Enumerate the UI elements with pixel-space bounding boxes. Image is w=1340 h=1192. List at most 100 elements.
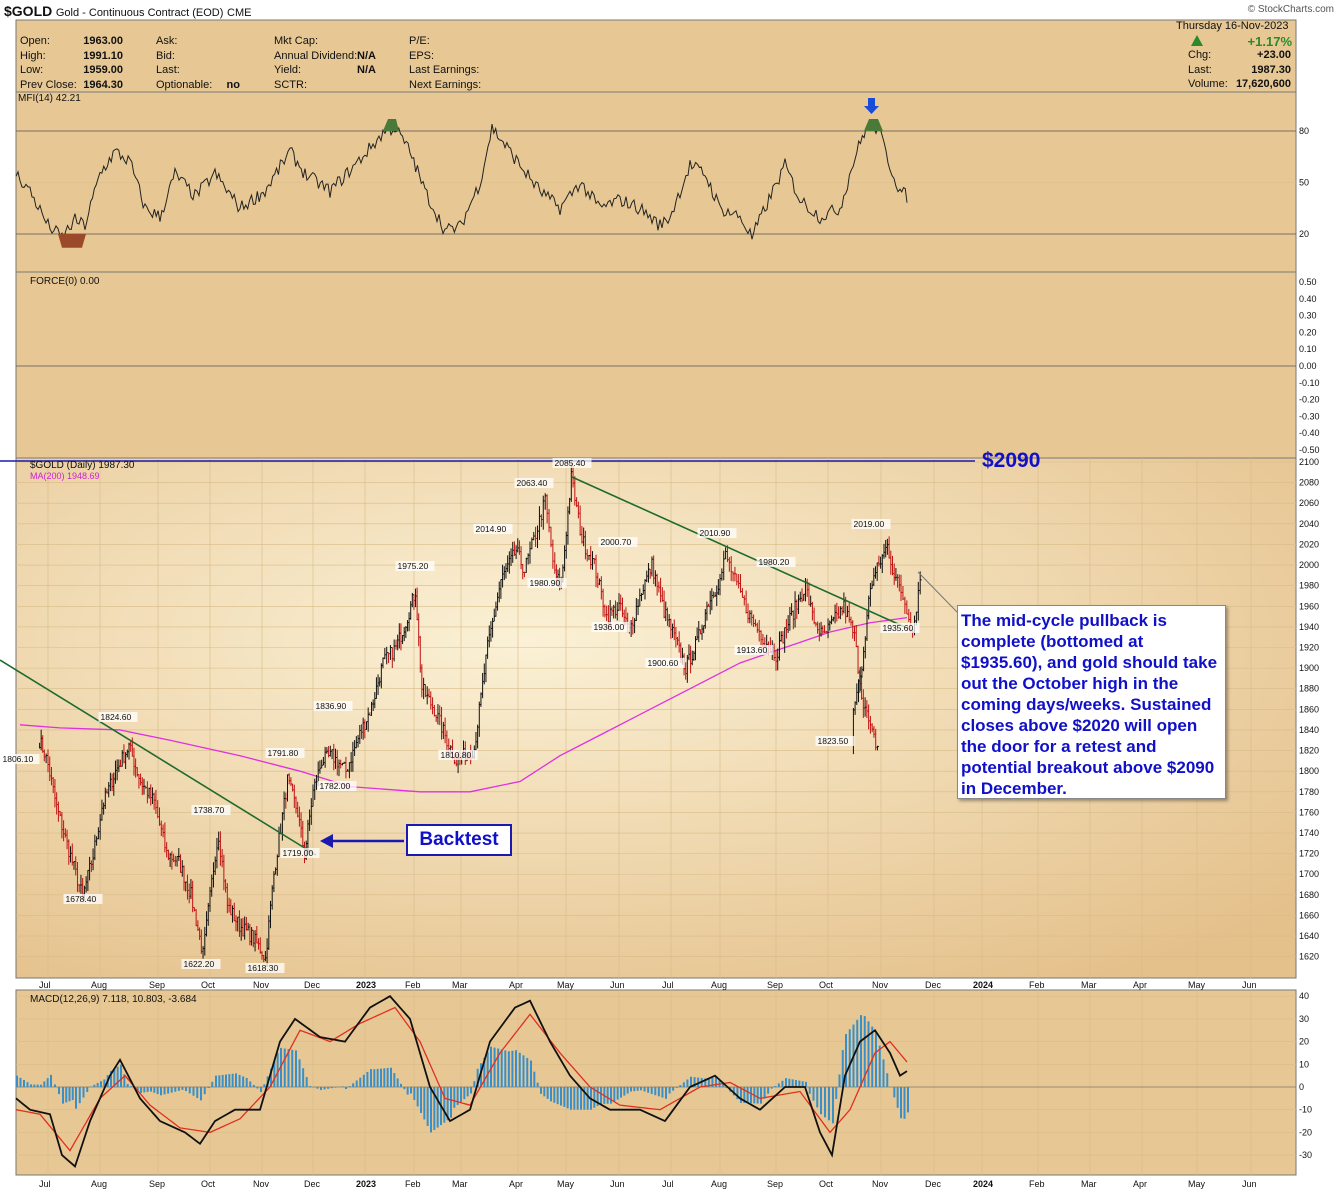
macd-histogram-bar (824, 1087, 826, 1118)
price-label-bg (514, 478, 554, 488)
macd-histogram-bar (732, 1087, 735, 1096)
macd-histogram-bar (781, 1080, 784, 1087)
force-label: FORCE(0) 0.00 (30, 276, 100, 287)
macd-histogram-bar (453, 1087, 456, 1108)
macd-histogram-bar (305, 1077, 308, 1087)
macd-histogram-bar (93, 1084, 96, 1087)
price-point-label: 1791.80 (268, 748, 299, 758)
price-label-bg (734, 645, 774, 655)
macd-histogram-bar (96, 1082, 99, 1087)
macd-histogram-bar (785, 1078, 787, 1087)
macd-histogram-bar (566, 1087, 569, 1109)
price-point-label: 1980.90 (530, 578, 561, 588)
macd-histogram-bar (75, 1087, 77, 1109)
price-point-label: 1719.00 (283, 848, 314, 858)
quote-value: N/A (357, 64, 376, 76)
macd-histogram-bar (19, 1077, 22, 1087)
macd-histogram-bar (560, 1087, 562, 1106)
macd-histogram-bar (798, 1080, 801, 1087)
x-tick-label: Jun (610, 980, 625, 990)
macd-histogram-bar (170, 1087, 173, 1093)
macd-histogram-bar (812, 1087, 815, 1101)
macd-histogram-bar (697, 1077, 700, 1087)
macd-histogram-bar (665, 1087, 667, 1099)
macd-histogram-bar (679, 1085, 682, 1087)
x-tick-label: Jul (39, 980, 51, 990)
macd-histogram-bar (871, 1026, 874, 1087)
macd-histogram-bar (54, 1084, 56, 1087)
macd-tick-label: -20 (1299, 1127, 1312, 1137)
level-2090-label: $2090 (982, 449, 1041, 472)
macd-panel (15, 989, 1297, 1176)
macd-histogram-bar (40, 1084, 42, 1087)
price-point-label: 1678.40 (66, 894, 97, 904)
x-tick-label: Apr (509, 1179, 523, 1189)
macd-histogram-bar (690, 1076, 692, 1087)
price-point-label: 1622.20 (184, 959, 215, 969)
macd-histogram-bar (62, 1087, 64, 1104)
quote-value: 1991.10 (83, 49, 123, 62)
macd-histogram-bar (150, 1087, 152, 1092)
macd-histogram-bar (682, 1082, 685, 1087)
macd-histogram-bar (860, 1015, 862, 1087)
macd-histogram-bar (711, 1077, 714, 1087)
macd-histogram-bar (643, 1087, 646, 1092)
price-label-bg (473, 524, 513, 534)
macd-histogram-bar (573, 1087, 576, 1110)
macd-histogram-bar (400, 1083, 402, 1087)
quote-key: SCTR: (274, 78, 307, 91)
x-tick-label: Dec (925, 980, 942, 990)
x-tick-label: Oct (201, 980, 216, 990)
mfi-tick-label: 20 (1299, 229, 1309, 239)
macd-histogram-bar (820, 1087, 822, 1115)
price-label-bg (265, 748, 305, 758)
x-tick-label: Dec (304, 980, 321, 990)
x-tick-label: Nov (253, 1179, 270, 1189)
price-point-label: 1980.20 (759, 557, 790, 567)
macd-histogram-bar (323, 1087, 326, 1090)
quote-value: 1987.30 (1251, 63, 1291, 76)
x-tick-label: Mar (1081, 1179, 1097, 1189)
macd-histogram-bar (302, 1068, 305, 1087)
macd-histogram-bar (777, 1083, 780, 1087)
price-label-bg (63, 894, 103, 904)
quote-key: Annual Dividend: (274, 49, 358, 62)
price-label-bg (313, 701, 353, 711)
x-tick-label: Jul (39, 1179, 51, 1189)
quote-key: Next Earnings: (409, 78, 482, 91)
x-tick-label: Jun (1242, 980, 1257, 990)
x-tick-label: Jul (662, 980, 674, 990)
price-tick-label: 1860 (1299, 704, 1319, 714)
macd-histogram-bar (886, 1073, 889, 1087)
macd-histogram-bar (228, 1074, 231, 1087)
macd-histogram-bar (86, 1087, 89, 1093)
macd-histogram-bar (113, 1068, 116, 1087)
macd-histogram-bar (341, 1086, 344, 1087)
macd-histogram-bar (657, 1087, 660, 1097)
macd-histogram-bar (838, 1074, 841, 1087)
ma-label: MA(200) 1948.69 (30, 471, 100, 481)
macd-histogram-bar (675, 1087, 678, 1088)
quote-key: Chg: (1188, 49, 1212, 61)
macd-histogram-bar (463, 1087, 466, 1100)
macd-histogram-bar (352, 1083, 355, 1087)
macd-histogram-bar (616, 1087, 619, 1100)
x-tick-label: 2024 (973, 1179, 993, 1189)
macd-histogram-bar (16, 1075, 18, 1087)
macd-histogram-bar (295, 1050, 297, 1087)
macd-histogram-bar (177, 1087, 180, 1091)
macd-histogram-bar (256, 1087, 259, 1089)
price-tick-label: 2040 (1299, 519, 1319, 529)
macd-histogram-bar (327, 1087, 330, 1089)
macd-histogram-bar (287, 1049, 290, 1087)
macd-histogram-bar (359, 1077, 362, 1087)
quote-panel (15, 19, 1297, 94)
x-tick-label: Feb (1029, 980, 1045, 990)
macd-histogram-bar (450, 1087, 452, 1118)
macd-histogram-bar (153, 1087, 156, 1093)
price-tick-label: 2020 (1299, 539, 1319, 549)
price-point-label: 1975.20 (398, 561, 429, 571)
quote-key: Last: (1188, 63, 1212, 76)
macd-histogram-bar (130, 1086, 132, 1087)
